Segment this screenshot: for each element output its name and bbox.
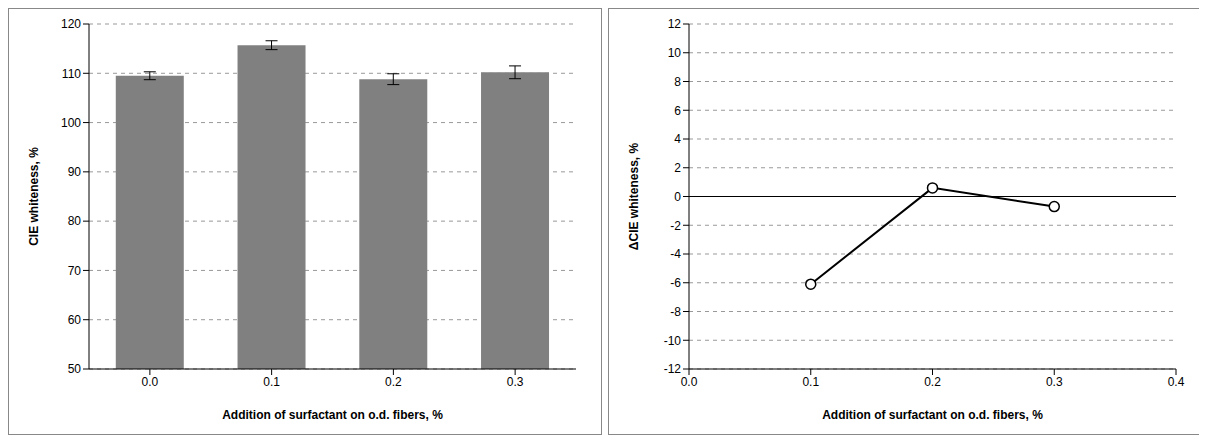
svg-text:0.0: 0.0 <box>142 375 159 389</box>
svg-text:0.2: 0.2 <box>924 375 941 389</box>
svg-text:0.1: 0.1 <box>263 375 280 389</box>
svg-text:-10: -10 <box>664 334 682 348</box>
svg-text:80: 80 <box>68 214 82 228</box>
svg-text:70: 70 <box>68 264 82 278</box>
svg-text:110: 110 <box>62 67 81 81</box>
svg-text:2: 2 <box>674 161 681 175</box>
svg-text:-12: -12 <box>664 362 682 376</box>
svg-text:0.1: 0.1 <box>802 375 819 389</box>
svg-text:8: 8 <box>674 75 681 89</box>
svg-text:6: 6 <box>674 104 681 118</box>
svg-text:0: 0 <box>674 190 681 204</box>
svg-text:100: 100 <box>61 116 81 130</box>
svg-text:0.4: 0.4 <box>1168 375 1185 389</box>
svg-text:Addition of surfactant on o.d.: Addition of surfactant on o.d. fibers, % <box>222 408 443 422</box>
svg-text:0.3: 0.3 <box>1046 375 1063 389</box>
svg-text:90: 90 <box>68 165 82 179</box>
svg-text:-8: -8 <box>670 305 681 319</box>
svg-text:-4: -4 <box>670 247 681 261</box>
svg-text:-6: -6 <box>670 276 681 290</box>
svg-text:12: 12 <box>668 17 682 31</box>
svg-text:0.3: 0.3 <box>507 375 524 389</box>
svg-text:10: 10 <box>668 46 682 60</box>
svg-text:Addition of surfactant on o.d.: Addition of surfactant on o.d. fibers, % <box>822 408 1043 422</box>
svg-text:0.0: 0.0 <box>681 375 698 389</box>
svg-text:ΔCIE whiteness, %: ΔCIE whiteness, % <box>627 143 641 251</box>
svg-text:60: 60 <box>68 313 82 327</box>
svg-text:-2: -2 <box>670 219 681 233</box>
svg-text:120: 120 <box>61 17 81 31</box>
svg-text:50: 50 <box>68 362 82 376</box>
svg-text:0.2: 0.2 <box>385 375 402 389</box>
svg-text:CIE whiteness, %: CIE whiteness, % <box>27 147 41 246</box>
svg-text:4: 4 <box>674 132 681 146</box>
